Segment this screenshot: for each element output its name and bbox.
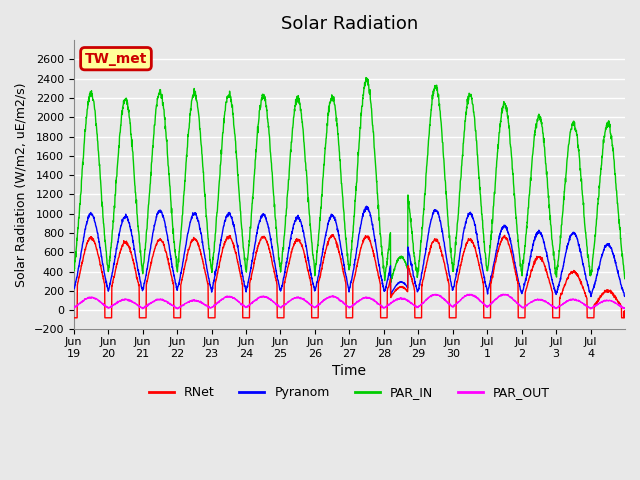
- X-axis label: Time: Time: [332, 364, 366, 378]
- Y-axis label: Solar Radiation (W/m2, uE/m2/s): Solar Radiation (W/m2, uE/m2/s): [15, 83, 28, 287]
- Text: TW_met: TW_met: [85, 52, 147, 66]
- Title: Solar Radiation: Solar Radiation: [281, 15, 418, 33]
- Legend: RNet, Pyranom, PAR_IN, PAR_OUT: RNet, Pyranom, PAR_IN, PAR_OUT: [144, 381, 555, 404]
